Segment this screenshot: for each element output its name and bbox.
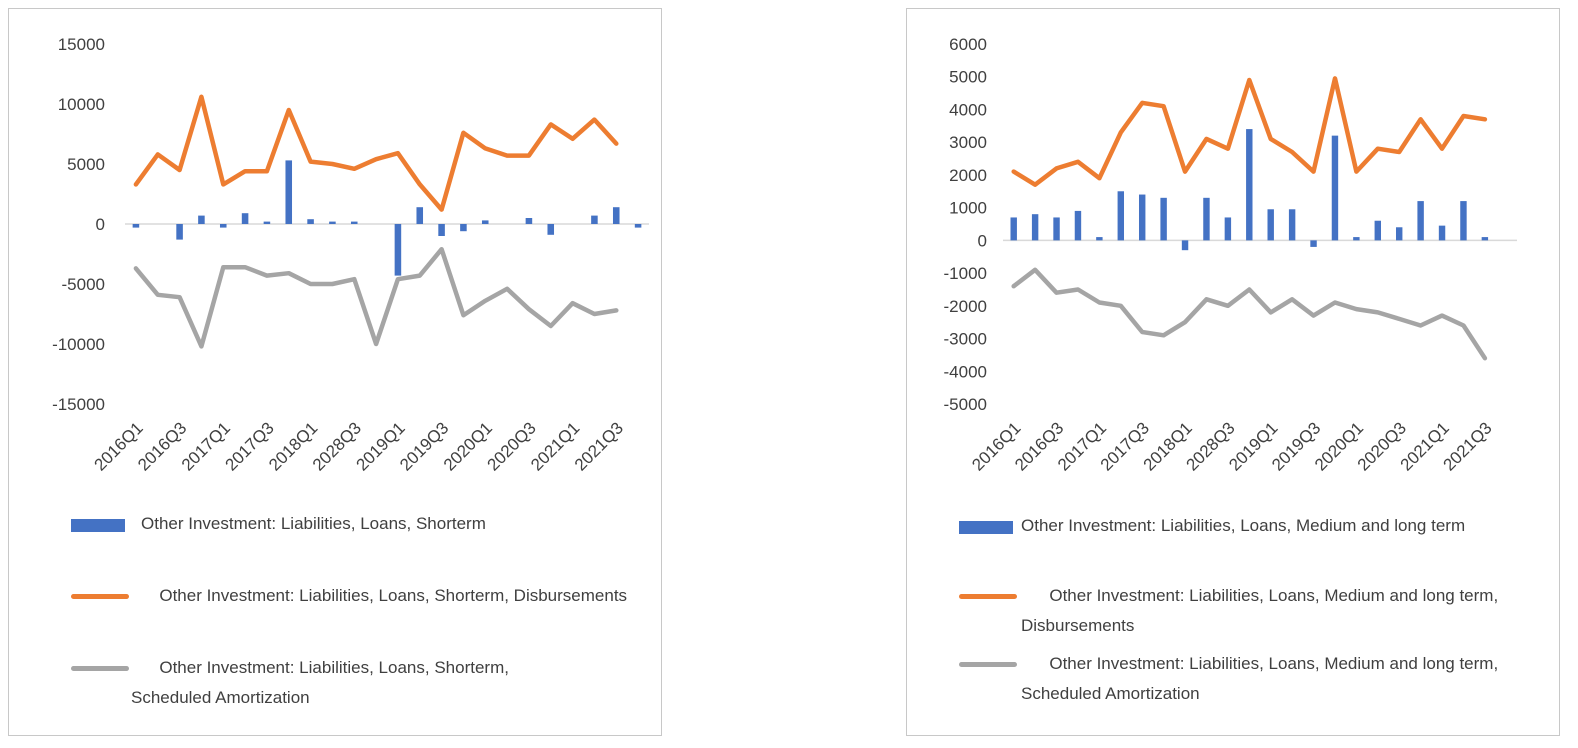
- bar: [460, 224, 467, 232]
- legend-text-amortization: Other Investment: Liabilities, Loans, Me…: [1021, 654, 1503, 703]
- legend-key-disbursements: [959, 594, 1017, 599]
- y-tick-label: -10000: [52, 335, 105, 354]
- bar: [1353, 237, 1360, 241]
- y-tick-label: 15000: [58, 35, 105, 54]
- legend-text-bar: Other Investment: Liabilities, Loans, Sh…: [141, 514, 486, 533]
- legend-right: Other Investment: Liabilities, Loans, Me…: [959, 509, 1549, 719]
- bar: [1181, 240, 1189, 251]
- bar: [1096, 237, 1103, 241]
- legend-text-bar: Other Investment: Liabilities, Loans, Me…: [1021, 516, 1466, 535]
- bar: [285, 160, 293, 224]
- amortization-line: [133, 246, 619, 349]
- bar: [1331, 135, 1339, 241]
- y-tick-label: 10000: [58, 95, 105, 114]
- bar: [1481, 237, 1489, 241]
- x-tick-label: 2021Q3: [571, 418, 627, 474]
- bar: [198, 215, 205, 224]
- bar: [1117, 191, 1125, 241]
- bar: [1438, 225, 1446, 241]
- legend-key-amortization: [71, 666, 129, 671]
- bar: [263, 221, 271, 224]
- legend-key-bar: [71, 519, 125, 532]
- y-tick-label: 0: [978, 231, 987, 250]
- disbursements-line: [133, 94, 619, 212]
- y-tick-label: 6000: [949, 35, 987, 54]
- x-tick-label: 2021Q3: [1439, 418, 1495, 474]
- bar: [1074, 210, 1082, 241]
- chart-panel-left: 15000 10000 5000 0 -5000 -10000 -15000 2016Q1 20…: [8, 8, 662, 736]
- bar: [525, 218, 533, 224]
- bar: [1246, 129, 1253, 241]
- y-tick-label: -3000: [944, 330, 987, 349]
- y-tick-label: 0: [96, 215, 105, 234]
- chart-right-plot: 6000 5000 4000 3000 2000 1000 0 -1000 -2000 -3000…: [944, 35, 1517, 475]
- bar: [350, 221, 358, 224]
- y-tick-label: 5000: [949, 68, 987, 87]
- bar: [1267, 209, 1274, 241]
- bar: [132, 224, 140, 228]
- bar: [547, 224, 555, 235]
- bar: [1395, 227, 1403, 241]
- chart-panel-right: 6000 5000 4000 3000 2000 1000 0 -1000 -2000 -3000…: [906, 8, 1560, 736]
- y-tick-label: -5000: [62, 275, 105, 294]
- y-tick-label: -2000: [944, 297, 987, 316]
- bar: [1224, 217, 1232, 241]
- bar: [1288, 209, 1296, 241]
- bar: [1160, 197, 1167, 241]
- legend-text-disbursements: Other Investment: Liabilities, Loans, Sh…: [131, 586, 628, 605]
- y-tick-label: 5000: [67, 155, 105, 174]
- amortization-line: [1011, 267, 1488, 361]
- bar: [1310, 240, 1317, 247]
- bar: [634, 224, 642, 228]
- y-tick-label: -4000: [944, 362, 987, 381]
- y-tick-label: 2000: [949, 166, 987, 185]
- bar: [481, 220, 489, 224]
- bar: [307, 219, 314, 224]
- bar: [394, 224, 402, 276]
- legend-text-amortization: Other Investment: Liabilities, Loans, Sh…: [131, 658, 514, 707]
- chart-left-plot: 150001000050000-5000-10000-150002016Q120…: [52, 35, 649, 475]
- bar: [416, 207, 424, 224]
- bar: [329, 221, 336, 224]
- bar: [612, 207, 620, 224]
- bar: [1010, 217, 1017, 241]
- bar: [1417, 201, 1424, 241]
- bar: [1053, 217, 1060, 241]
- bar: [1138, 194, 1146, 241]
- bar: [1203, 197, 1210, 241]
- y-tick-label: -15000: [52, 395, 105, 414]
- disbursements-line: [1011, 76, 1488, 187]
- y-tick-label: 1000: [949, 199, 987, 218]
- y-tick-label: 3000: [949, 133, 987, 152]
- y-tick-label: -5000: [944, 395, 987, 414]
- y-tick-label: -1000: [944, 264, 987, 283]
- bar: [1031, 214, 1039, 241]
- bar: [1374, 220, 1382, 241]
- legend-key-amortization: [959, 662, 1017, 667]
- legend-key-bar: [959, 521, 1013, 534]
- y-tick-label: 4000: [949, 100, 987, 119]
- bar: [1460, 201, 1467, 241]
- bar: [241, 213, 249, 224]
- bar: [176, 224, 183, 240]
- legend-text-disbursements: Other Investment: Liabilities, Loans, Me…: [1021, 586, 1503, 635]
- legend-left: Other Investment: Liabilities, Loans, Sh…: [71, 509, 641, 719]
- legend-key-disbursements: [71, 594, 129, 599]
- bar: [219, 224, 227, 228]
- bar: [591, 215, 598, 224]
- bar: [438, 224, 445, 236]
